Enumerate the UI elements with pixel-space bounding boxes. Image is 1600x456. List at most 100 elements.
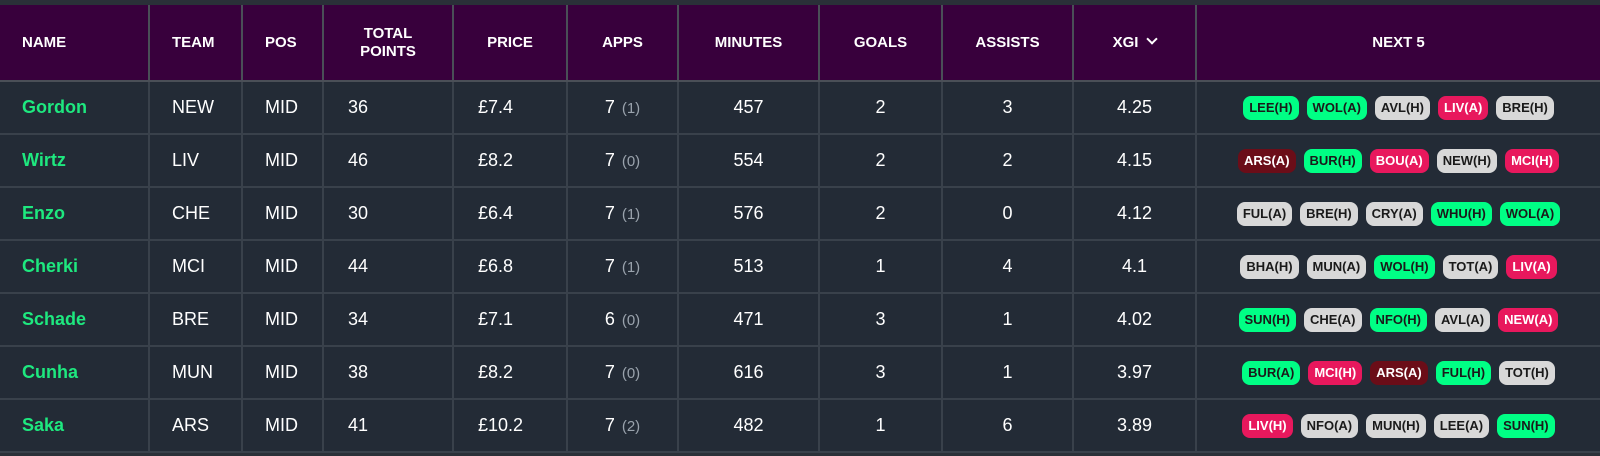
assists-cell: 1 [943, 347, 1074, 400]
header-label: PRICE [487, 33, 533, 51]
column-header-team[interactable]: TEAM [150, 5, 243, 82]
column-header-price[interactable]: PRICE [454, 5, 568, 82]
xgi-cell: 3.89 [1074, 400, 1197, 453]
fixture-badge: LEE(A) [1433, 413, 1490, 438]
assists-cell: 1 [943, 294, 1074, 347]
fixture-list: FUL(A) BRE(H) CRY(A) WHU(H) WOL(A) [1207, 201, 1590, 226]
table-row[interactable]: Gordon NEW MID 36 £7.4 7 (1) 457 2 3 4.25 LEE(H) WO… [0, 82, 1600, 135]
player-name[interactable]: Wirtz [0, 135, 150, 188]
minutes-cell: 576 [679, 188, 820, 241]
column-header-assists[interactable]: ASSISTS [943, 5, 1074, 82]
fixture-badge: AVL(H) [1374, 95, 1431, 120]
apps-sub-value: (1) [621, 206, 641, 223]
goals-cell: 2 [820, 82, 943, 135]
position-cell: MID [243, 347, 324, 400]
total-points-cell: 38 [324, 347, 454, 400]
price-cell: £7.4 [454, 82, 568, 135]
fixture-badge: LEE(H) [1243, 95, 1299, 120]
apps-sub-value: (0) [621, 153, 641, 170]
table-row[interactable]: Enzo CHE MID 30 £6.4 7 (1) 576 2 0 4.12 FUL(A) BRE(… [0, 188, 1600, 241]
column-header-total-points[interactable]: TOTAL POINTS [324, 5, 454, 82]
player-name[interactable]: Saka [0, 400, 150, 453]
price-cell: £7.1 [454, 294, 568, 347]
table-row[interactable]: Schade BRE MID 34 £7.1 6 (0) 471 3 1 4.02 SUN(H) CH… [0, 294, 1600, 347]
fixture-badge: TOT(A) [1442, 254, 1499, 279]
fixture-badge: FUL(H) [1435, 360, 1492, 385]
column-header-apps[interactable]: APPS [568, 5, 679, 82]
table-row[interactable]: Cunha MUN MID 38 £8.2 7 (0) 616 3 1 3.97 BUR(A) MCI… [0, 347, 1600, 400]
goals-cell: 3 [820, 294, 943, 347]
header-label: GOALS [853, 33, 908, 51]
team-cell: LIV [150, 135, 243, 188]
header-label: POINTS [360, 42, 416, 60]
header-label: NEXT 5 [1372, 33, 1425, 51]
table-row[interactable]: Wirtz LIV MID 46 £8.2 7 (0) 554 2 2 4.15 ARS(A) BUR… [0, 135, 1600, 188]
total-points-cell: 46 [324, 135, 454, 188]
header-label: ASSISTS [975, 33, 1040, 51]
next5-cell: ARS(A) BUR(H) BOU(A) NEW(H) MCI(H) [1197, 135, 1600, 188]
apps-value: 6 [604, 309, 615, 329]
fixture-badge: SUN(H) [1238, 307, 1296, 332]
fixture-badge: AVL(A) [1435, 307, 1491, 332]
column-header-next5[interactable]: NEXT 5 [1197, 5, 1600, 82]
fixture-badge: ARS(A) [1238, 148, 1296, 173]
team-cell: NEW [150, 82, 243, 135]
player-name[interactable]: Cunha [0, 347, 150, 400]
minutes-cell: 616 [679, 347, 820, 400]
table-row[interactable]: Cherki MCI MID 44 £6.8 7 (1) 513 1 4 4.1 BHA(H) MUN… [0, 241, 1600, 294]
player-name[interactable]: Enzo [0, 188, 150, 241]
player-name[interactable]: Schade [0, 294, 150, 347]
team-cell: MCI [150, 241, 243, 294]
price-cell: £6.8 [454, 241, 568, 294]
minutes-cell: 457 [679, 82, 820, 135]
apps-cell: 7 (2) [568, 400, 679, 453]
fixture-badge: FUL(A) [1236, 201, 1293, 226]
apps-sub-value: (2) [621, 418, 641, 435]
apps-value: 7 [604, 256, 615, 276]
fixture-badge: MCI(H) [1308, 360, 1363, 385]
fixture-badge: CRY(A) [1365, 201, 1423, 226]
goals-cell: 3 [820, 347, 943, 400]
next5-cell: LEE(H) WOL(A) AVL(H) LIV(A) BRE(H) [1197, 82, 1600, 135]
player-name[interactable]: Cherki [0, 241, 150, 294]
column-header-xgi[interactable]: XGI [1074, 5, 1197, 82]
position-cell: MID [243, 241, 324, 294]
team-cell: BRE [150, 294, 243, 347]
position-cell: MID [243, 188, 324, 241]
team-cell: ARS [150, 400, 243, 453]
minutes-cell: 554 [679, 135, 820, 188]
price-cell: £10.2 [454, 400, 568, 453]
fixture-list: BHA(H) MUN(A) WOL(H) TOT(A) LIV(A) [1207, 254, 1590, 279]
xgi-cell: 4.1 [1074, 241, 1197, 294]
column-header-goals[interactable]: GOALS [820, 5, 943, 82]
player-stats-table: NAME TEAM POS TOTAL POINTS PRICE APPS MI… [0, 5, 1600, 453]
header-label: APPS [602, 33, 643, 51]
fixture-badge: LIV(A) [1506, 254, 1557, 279]
chevron-down-icon [1146, 32, 1159, 45]
xgi-cell: 4.15 [1074, 135, 1197, 188]
column-header-name[interactable]: NAME [0, 5, 150, 82]
player-name[interactable]: Gordon [0, 82, 150, 135]
fixture-badge: NEW(A) [1498, 307, 1559, 332]
assists-cell: 2 [943, 135, 1074, 188]
fixture-badge: MUN(A) [1306, 254, 1367, 279]
apps-sub-value: (0) [621, 365, 641, 382]
table-row[interactable]: Saka ARS MID 41 £10.2 7 (2) 482 1 6 3.89 LIV(H) NFO… [0, 400, 1600, 453]
fixture-list: ARS(A) BUR(H) BOU(A) NEW(H) MCI(H) [1207, 148, 1590, 173]
team-cell: CHE [150, 188, 243, 241]
fixture-badge: TOT(H) [1499, 360, 1555, 385]
header-label: MINUTES [714, 33, 783, 51]
fixture-badge: BUR(A) [1242, 360, 1301, 385]
apps-cell: 6 (0) [568, 294, 679, 347]
assists-cell: 0 [943, 188, 1074, 241]
fixture-list: LEE(H) WOL(A) AVL(H) LIV(A) BRE(H) [1207, 95, 1590, 120]
column-header-minutes[interactable]: MINUTES [679, 5, 820, 82]
next5-cell: SUN(H) CHE(A) NFO(H) AVL(A) NEW(A) [1197, 294, 1600, 347]
table-body: Gordon NEW MID 36 £7.4 7 (1) 457 2 3 4.25 LEE(H) WO… [0, 82, 1600, 453]
position-cell: MID [243, 294, 324, 347]
price-cell: £8.2 [454, 135, 568, 188]
fixture-badge: NEW(H) [1436, 148, 1498, 173]
fixture-badge: LIV(H) [1242, 413, 1293, 438]
fixture-badge: BRE(H) [1300, 201, 1358, 226]
column-header-pos[interactable]: POS [243, 5, 324, 82]
